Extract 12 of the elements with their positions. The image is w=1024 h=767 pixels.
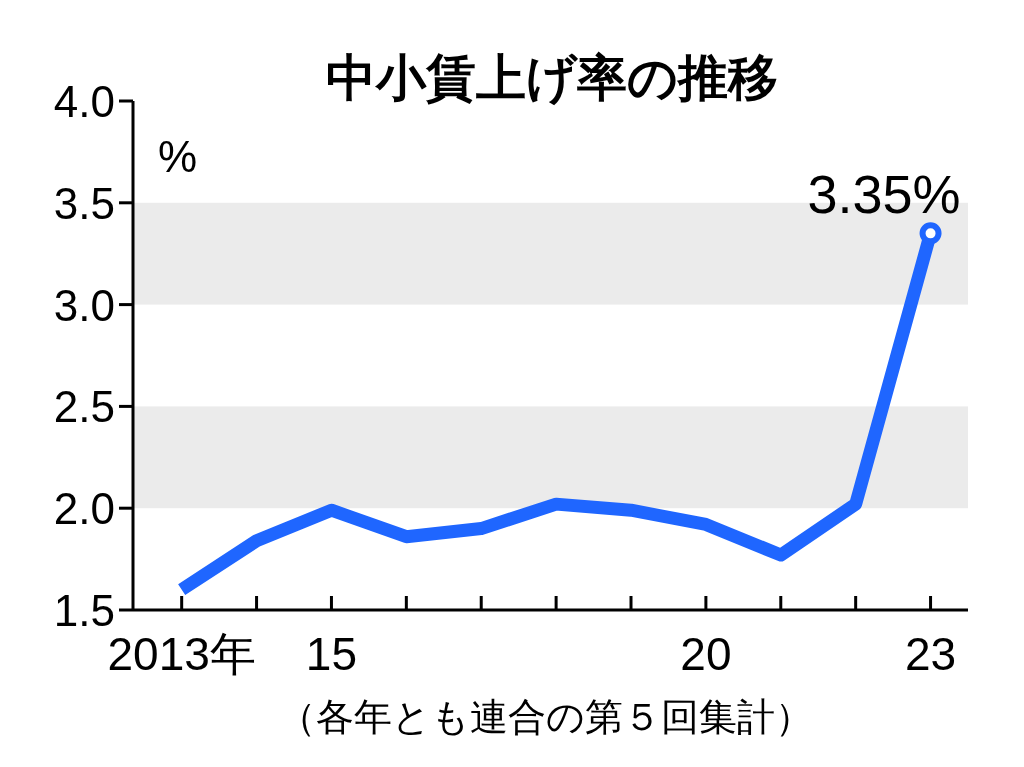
- annotation: 3.35%: [807, 164, 961, 225]
- y-axis-title: %: [158, 132, 198, 181]
- text: （各年とも連合の第５回集計）: [277, 696, 813, 738]
- y-tick-label: 4.0: [53, 77, 115, 126]
- y-tick-label: 2.5: [53, 382, 115, 432]
- x-tick-label: 20: [680, 628, 732, 680]
- y-tick-label: 2.0: [53, 484, 115, 534]
- chart-title: 中小賃上げ率の推移: [326, 50, 778, 106]
- x-tick-label: 15: [305, 628, 358, 680]
- y-tick-label: 3.0: [53, 280, 115, 330]
- x-tick-label: 23: [904, 628, 957, 680]
- y-tick-label: 3.5: [53, 178, 115, 228]
